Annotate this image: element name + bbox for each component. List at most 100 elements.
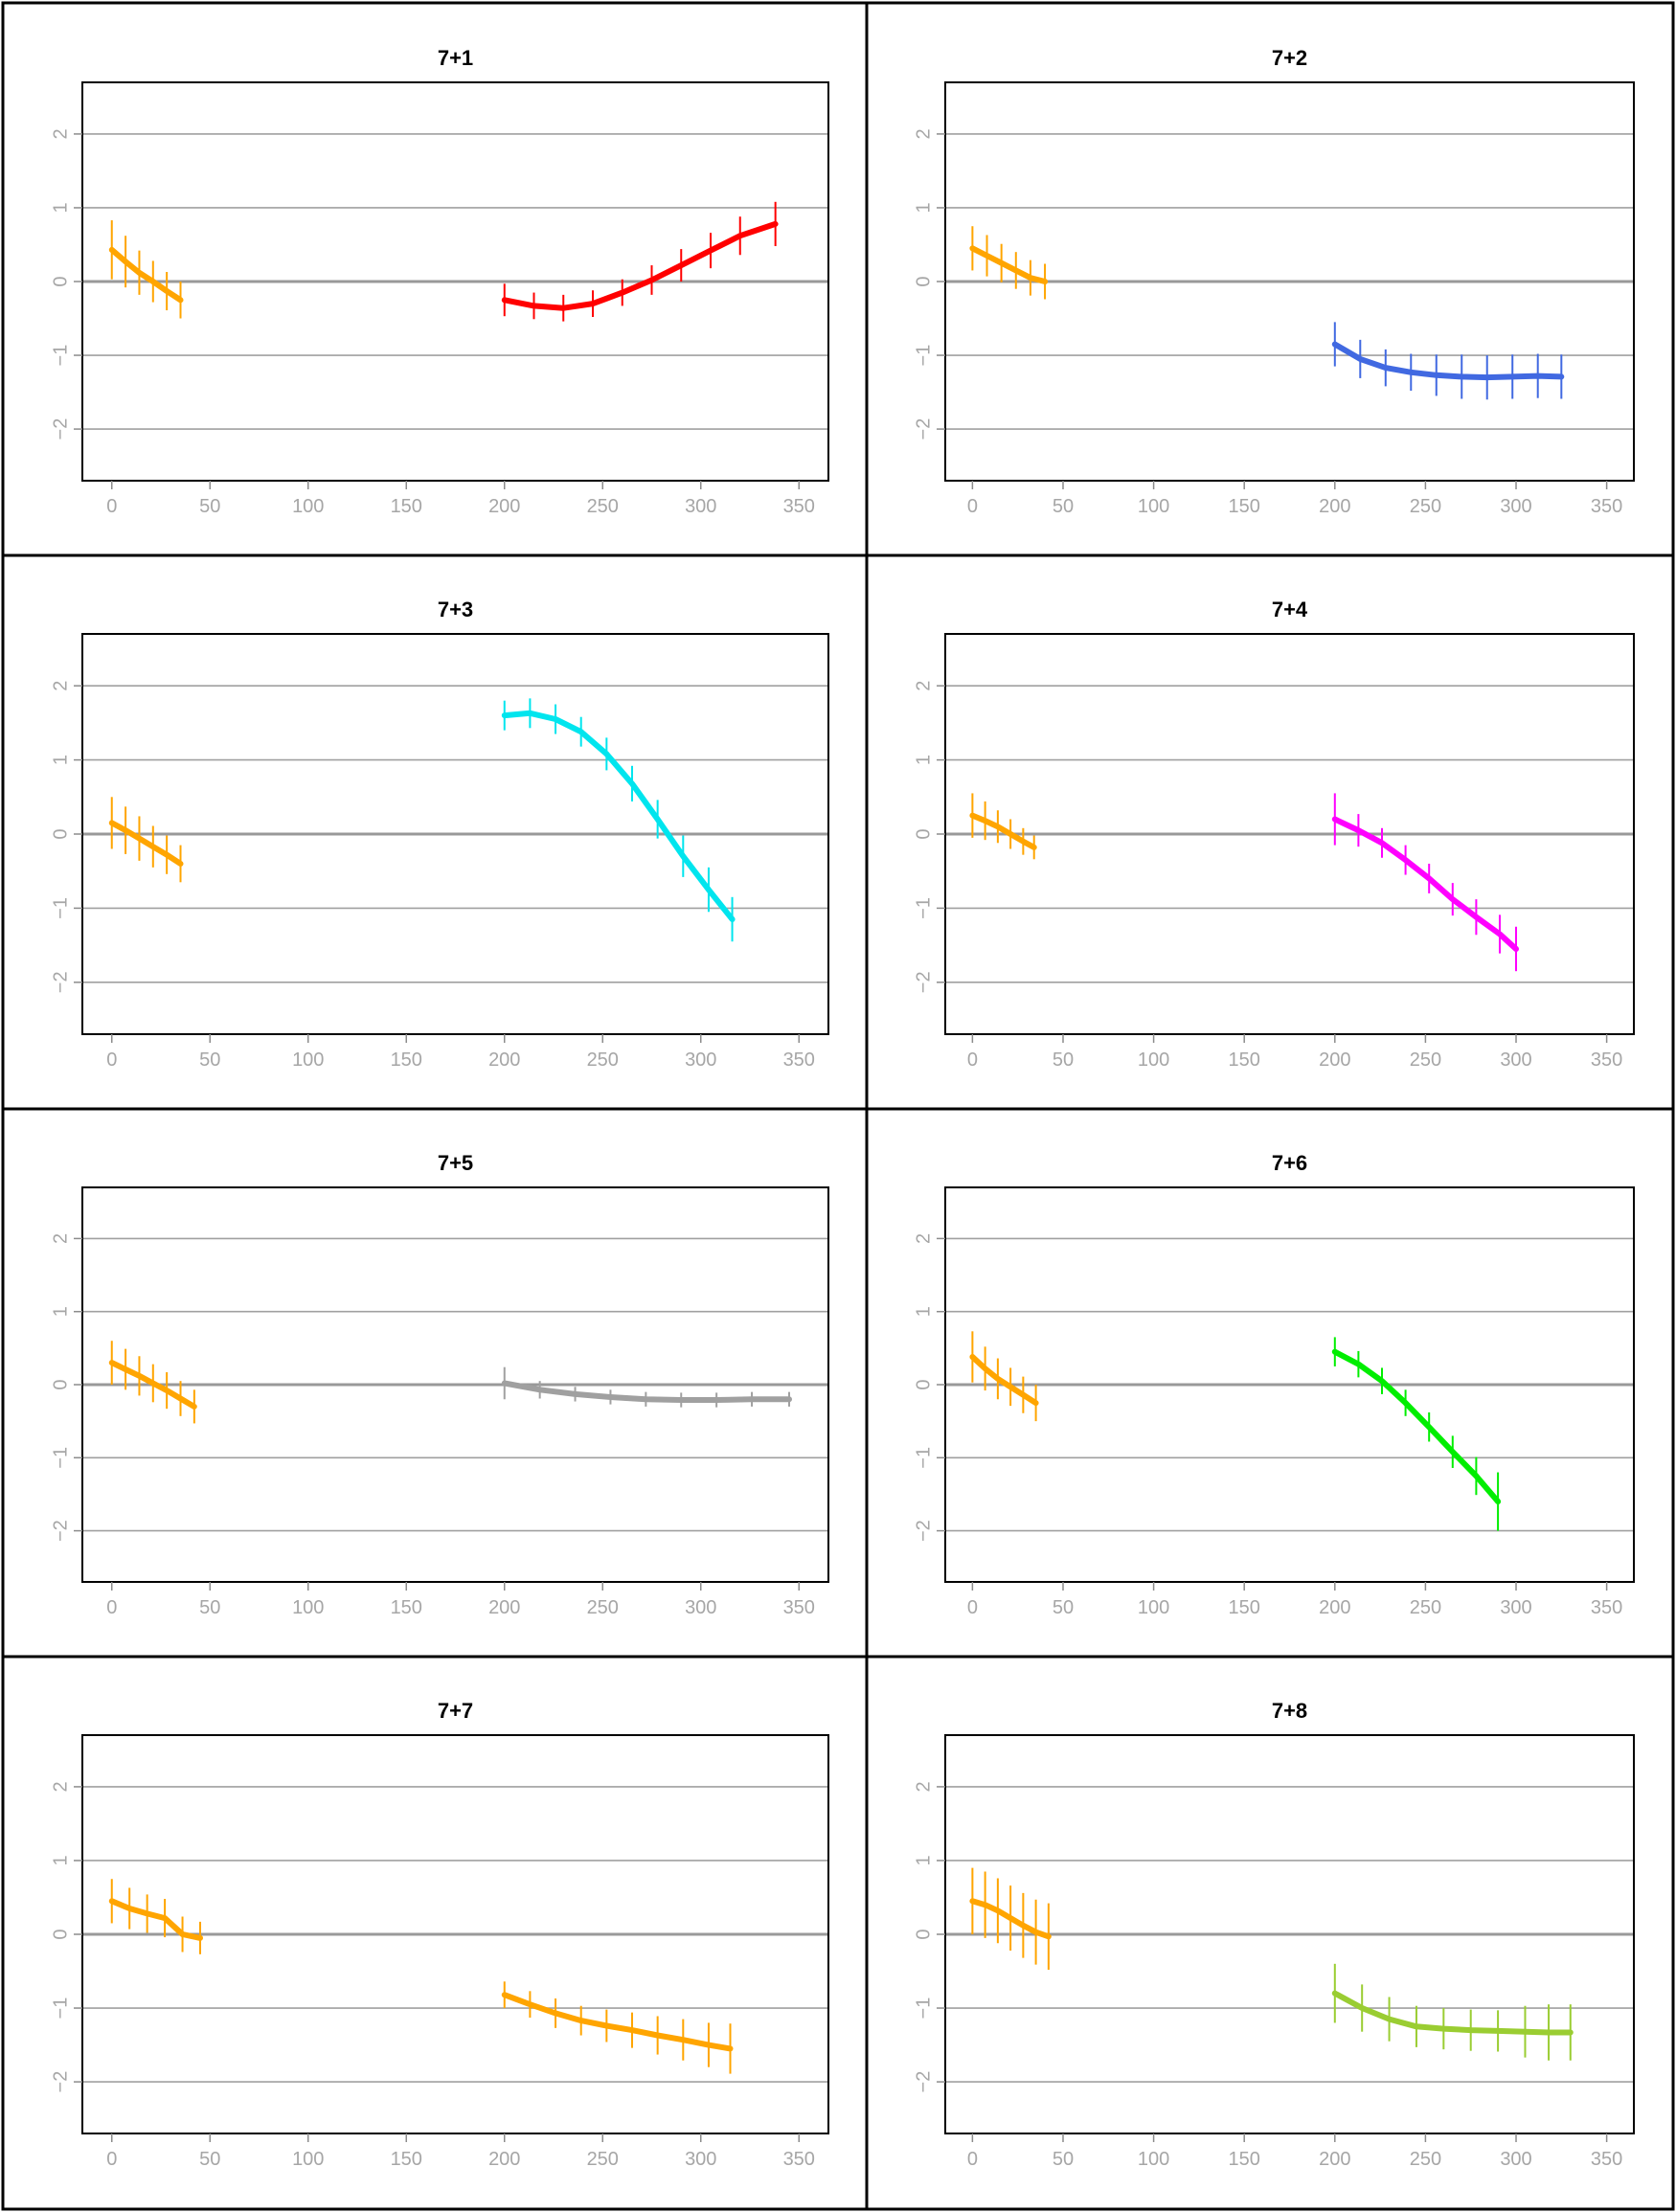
data-point <box>608 1395 612 1399</box>
x-tick-label: 200 <box>488 1050 520 1071</box>
series-1 <box>108 1341 197 1424</box>
data-point <box>1333 342 1337 346</box>
y-tick-label: 1 <box>50 1855 71 1865</box>
data-point <box>146 1911 149 1915</box>
x-tick-label: 50 <box>199 1597 220 1618</box>
data-point <box>996 824 1000 828</box>
data-point <box>579 2019 583 2022</box>
x-tick-label: 150 <box>391 496 422 517</box>
x-tick-label: 300 <box>685 1050 716 1071</box>
data-point <box>1404 858 1408 862</box>
series-line <box>108 820 184 867</box>
panel-7-3: 7+3 0 50 100 150 200 250 300 350 −2 −1 0 1 2 <box>4 555 867 1109</box>
x-tick-label: 350 <box>783 1597 815 1618</box>
series-1 <box>969 1867 1052 1970</box>
data-point <box>151 1381 155 1385</box>
data-point <box>621 291 624 295</box>
y-tick-label: −2 <box>50 971 71 993</box>
data-point <box>731 917 735 921</box>
data-point <box>714 1398 718 1402</box>
data-point <box>1514 947 1518 951</box>
x-tick-label: 300 <box>685 1597 716 1618</box>
data-point <box>528 2002 532 2006</box>
y-tick-label: −1 <box>913 897 934 919</box>
data-point <box>970 1355 974 1359</box>
x-tick-label: 350 <box>1591 2149 1622 2170</box>
chart-7-8: 7+8 0 50 100 150 200 250 300 350 −2 −1 0 1 2 <box>913 1699 1635 2170</box>
y-tick-label: 1 <box>913 1306 934 1317</box>
data-point <box>604 2024 608 2028</box>
data-point <box>1510 374 1514 378</box>
data-point <box>1474 1474 1478 1478</box>
data-point <box>1496 2029 1500 2033</box>
data-point <box>1043 280 1047 283</box>
x-tick-label: 250 <box>1410 496 1441 517</box>
data-point <box>630 2028 634 2032</box>
x-tick-label: 100 <box>292 1597 324 1618</box>
data-point <box>124 1367 127 1371</box>
chart-title: 7+5 <box>438 1151 473 1175</box>
y-tick-label: 2 <box>913 1781 934 1792</box>
data-point <box>1360 2006 1364 2010</box>
data-point <box>1034 1401 1038 1405</box>
series-line <box>969 1354 1039 1407</box>
series-1 <box>108 1879 203 1954</box>
chart-title: 7+1 <box>438 46 473 70</box>
series-1 <box>969 226 1049 300</box>
x-tick-label: 200 <box>1319 496 1350 517</box>
series-line <box>108 246 184 304</box>
panel-7-1: 7+1 0 50 100 150 200 250 300 350 −2 −1 0 1 2 <box>4 4 867 555</box>
series-2 <box>501 1981 734 2074</box>
data-point <box>984 1366 987 1370</box>
y-tick-label: −2 <box>50 1520 71 1542</box>
data-point <box>787 1397 791 1401</box>
data-point <box>970 1899 974 1903</box>
series-line <box>501 710 736 922</box>
data-point <box>179 1396 182 1400</box>
x-tick-label: 250 <box>587 1597 619 1618</box>
x-tick-label: 300 <box>1500 1050 1531 1071</box>
data-point <box>503 298 507 302</box>
x-tick-label: 50 <box>199 1050 220 1071</box>
data-point <box>1415 2024 1418 2028</box>
data-point <box>644 1397 647 1401</box>
data-point <box>985 254 989 258</box>
data-point <box>151 845 155 848</box>
data-point <box>970 246 974 250</box>
series-1 <box>108 220 184 319</box>
data-point <box>1460 374 1463 378</box>
x-tick-label: 350 <box>783 2149 815 2170</box>
data-point <box>1441 2027 1445 2031</box>
data-point <box>137 837 141 841</box>
chart-title: 7+4 <box>1272 598 1308 621</box>
x-tick-label: 150 <box>391 1050 422 1071</box>
x-tick-label: 50 <box>1053 2149 1074 2170</box>
data-point <box>1333 818 1337 822</box>
series-line <box>1331 816 1519 952</box>
data-point <box>198 1936 202 1940</box>
y-tick-label: 0 <box>50 276 71 286</box>
y-tick-label: 1 <box>913 202 934 213</box>
data-point <box>1451 897 1455 901</box>
panel-7-7: 7+7 0 50 100 150 200 250 300 350 −2 −1 0 1 2 <box>4 1657 867 2208</box>
data-point <box>1496 1500 1500 1503</box>
data-point <box>1547 2030 1551 2034</box>
y-tick-label: 0 <box>913 1379 934 1389</box>
y-tick-label: 1 <box>913 1855 934 1865</box>
data-point <box>1427 876 1431 880</box>
x-tick-label: 250 <box>587 496 619 517</box>
data-point <box>528 711 532 715</box>
data-point <box>1409 371 1413 374</box>
series-line <box>1331 341 1565 381</box>
x-tick-label: 50 <box>199 2149 220 2170</box>
x-tick-label: 0 <box>967 1050 978 1071</box>
data-point <box>1380 841 1384 845</box>
data-point <box>124 828 127 832</box>
x-tick-label: 250 <box>1410 2149 1441 2170</box>
data-point <box>165 1388 169 1392</box>
data-point <box>970 814 974 818</box>
data-point <box>1333 1350 1337 1354</box>
y-tick-label: −1 <box>50 897 71 919</box>
x-tick-label: 150 <box>391 2149 422 2170</box>
data-point <box>1333 1992 1337 1996</box>
